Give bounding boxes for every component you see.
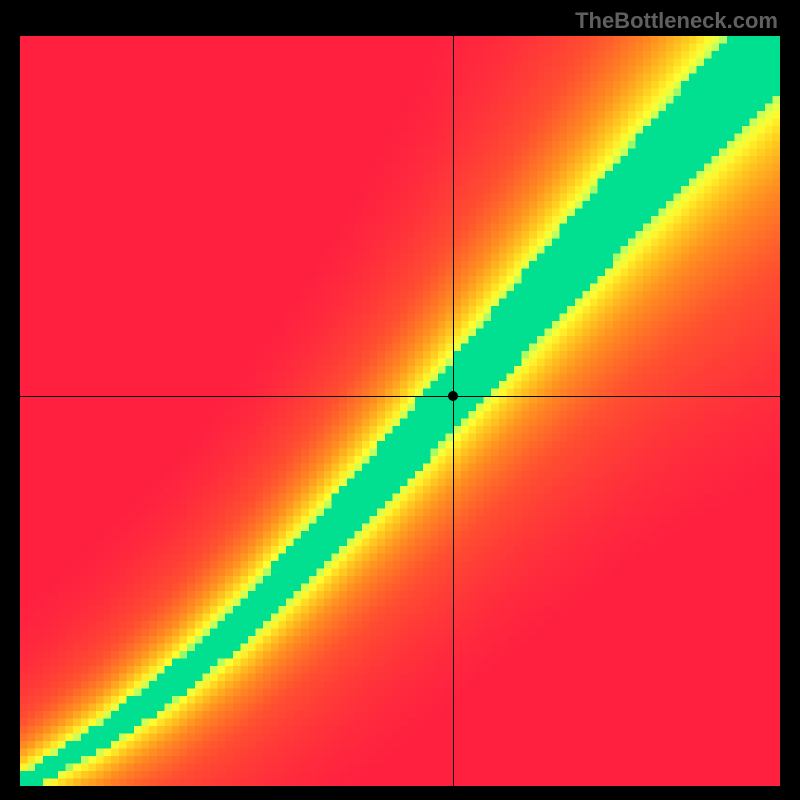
selection-marker: [448, 391, 458, 401]
watermark-text: TheBottleneck.com: [575, 8, 778, 34]
bottleneck-heatmap: [20, 36, 780, 786]
crosshair-horizontal: [20, 396, 780, 397]
crosshair-vertical: [453, 36, 454, 786]
